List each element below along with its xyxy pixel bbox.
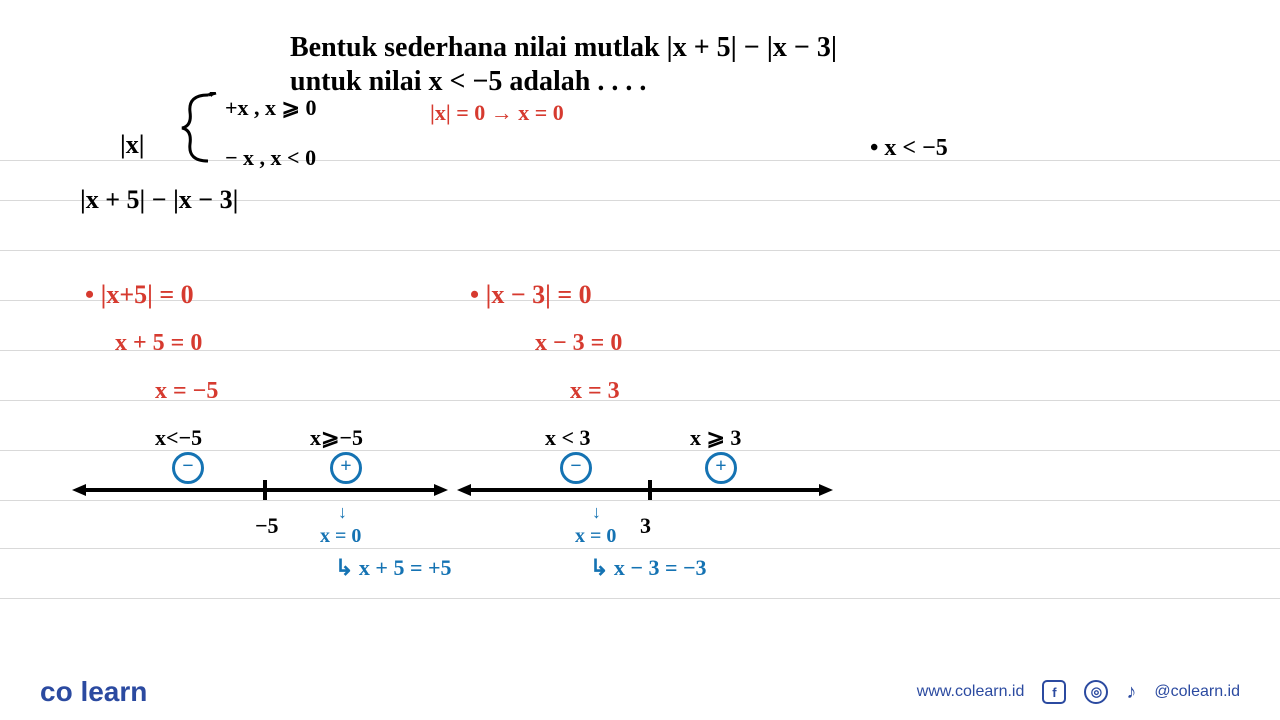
brace-icon: [178, 92, 218, 164]
handwriting-text: • |x − 3| = 0: [470, 280, 592, 310]
problem-title-line1: Bentuk sederhana nilai mutlak |x + 5| − …: [290, 32, 837, 64]
problem-title-line2: untuk nilai x < −5 adalah . . . .: [290, 66, 646, 98]
handwriting-text: x − 3 = 0: [535, 330, 622, 357]
handwriting-text: ↓: [592, 502, 601, 523]
handwriting-text: |x| = 0 → x = 0: [430, 100, 564, 126]
handwriting-text: x + 5 = 0: [115, 330, 202, 357]
handwriting-text: ↳ x + 5 = +5: [335, 555, 452, 581]
handwriting-text: +x , x ⩾ 0: [225, 95, 316, 121]
handwriting-text: ↳ x − 3 = −3: [590, 555, 707, 581]
handwriting-text: x < 3: [545, 425, 591, 451]
handwriting-text: |x + 5| − |x − 3|: [80, 185, 238, 215]
handwriting-text: − x , x < 0: [225, 145, 316, 171]
handwriting-text: x = 0: [320, 525, 361, 548]
numberline-left: [70, 475, 450, 505]
handwriting-text: −5: [255, 513, 279, 539]
handwriting-text: x = −5: [155, 378, 218, 405]
handwriting-text: x = 3: [570, 378, 620, 405]
handwriting-text: • x < −5: [870, 135, 948, 162]
handwriting-text: x<−5: [155, 425, 202, 451]
numberline-right: [455, 475, 835, 505]
handwriting-text: x = 0: [575, 525, 616, 548]
handwriting-text: x⩾−5: [310, 425, 363, 451]
handwriting-text: 3: [640, 513, 651, 539]
handwriting-text: ↓: [338, 502, 347, 523]
handwriting-text: • |x+5| = 0: [85, 280, 194, 310]
handwriting-text: |x|: [120, 130, 144, 160]
handwriting-text: x ⩾ 3: [690, 425, 741, 451]
content-layer: Bentuk sederhana nilai mutlak |x + 5| − …: [0, 0, 1280, 720]
